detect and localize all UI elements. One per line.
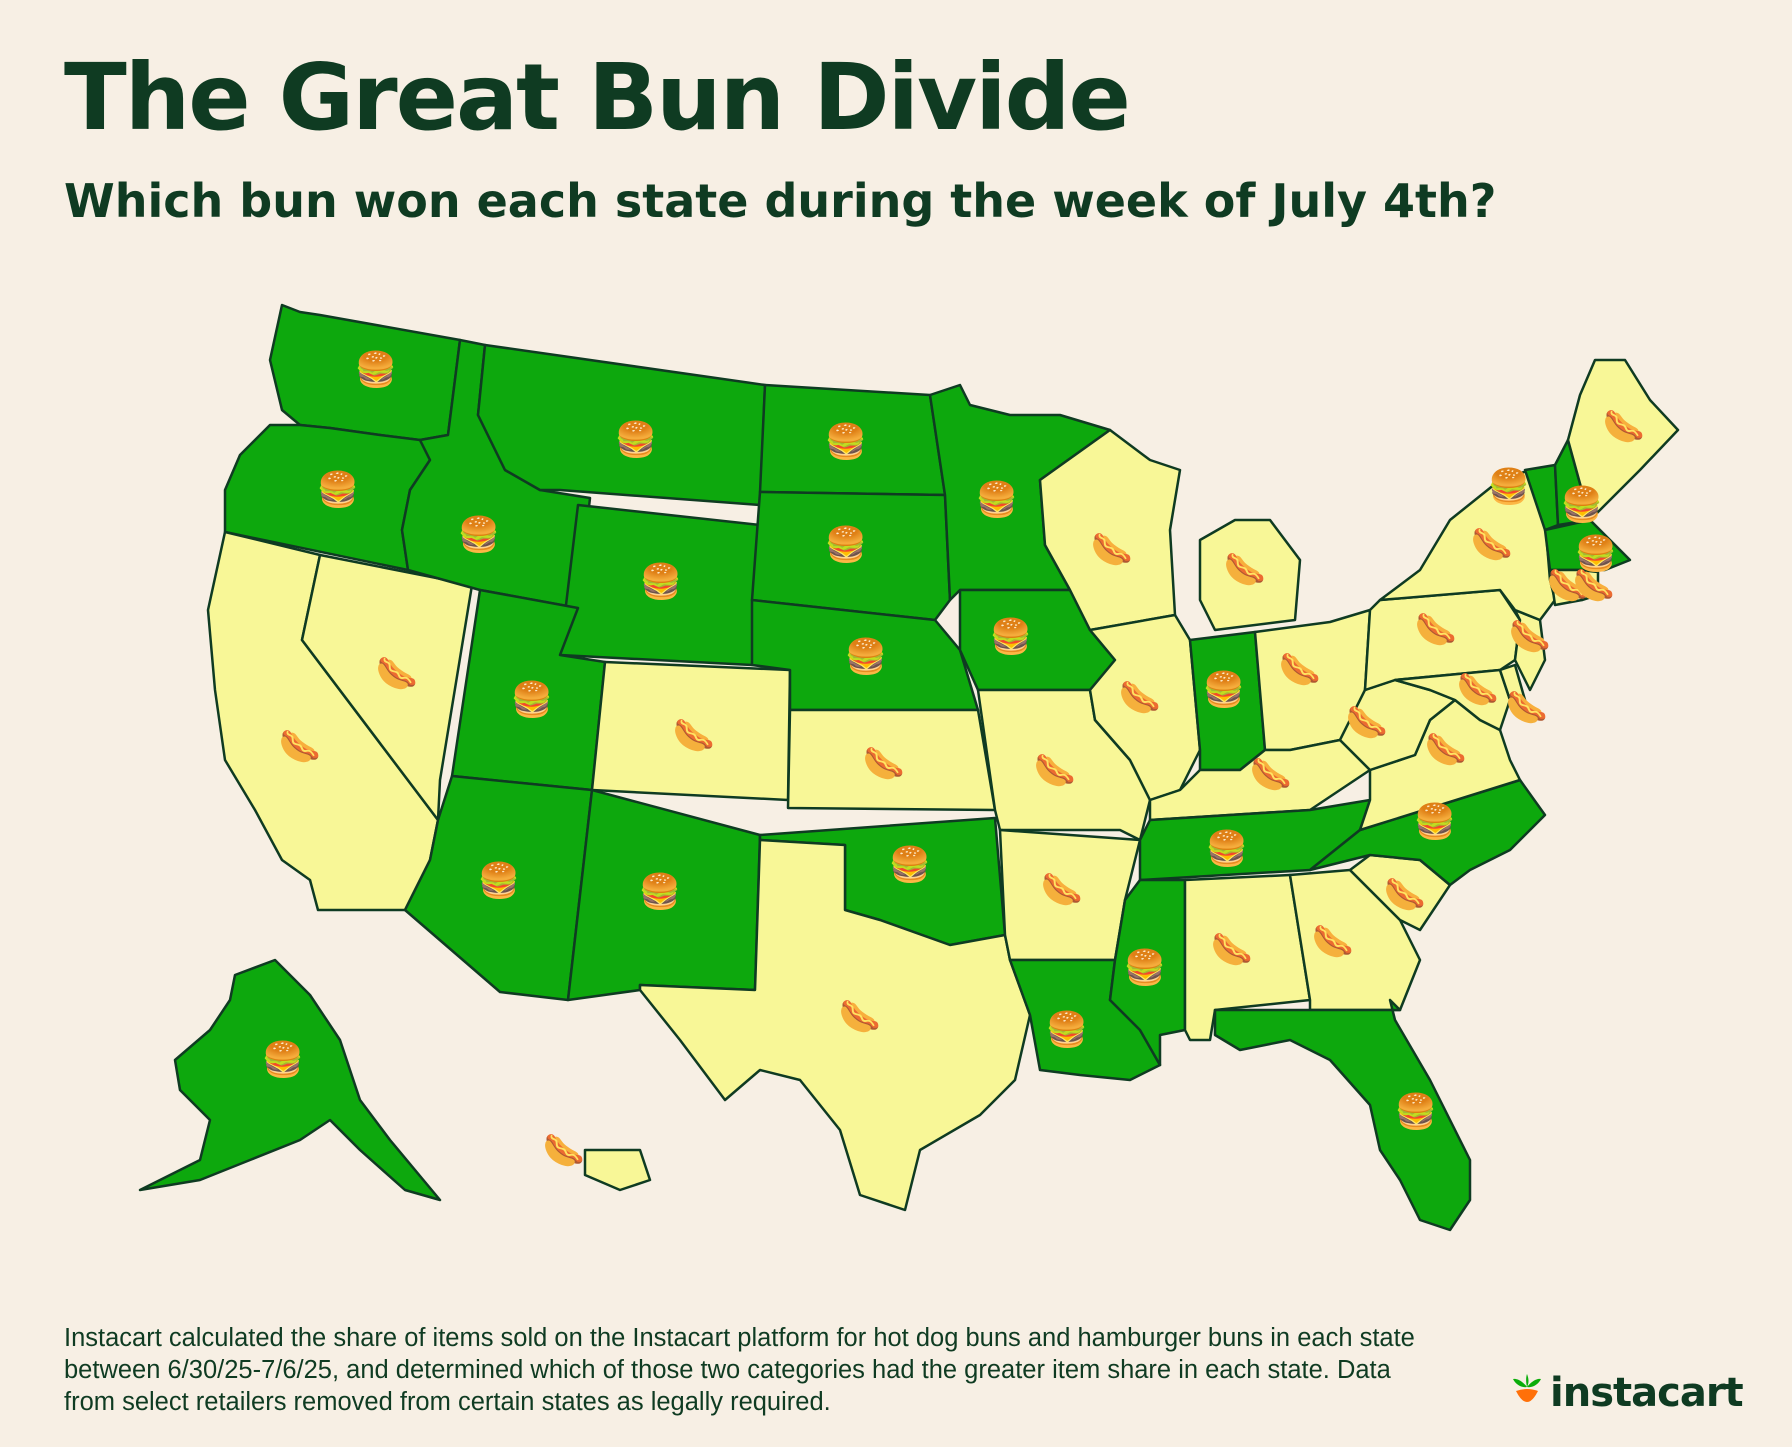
hotdog-icon: 🌭 [1224, 550, 1266, 590]
state-me[interactable] [1566, 358, 1680, 522]
state-de[interactable] [1498, 663, 1527, 702]
state-hi[interactable] [583, 1148, 652, 1192]
hotdog-icon: 🌭 [1603, 407, 1645, 447]
hamburger-icon: 🍔 [1395, 1092, 1437, 1132]
state-sd[interactable] [750, 490, 952, 622]
hotdog-icon: 🌭 [1312, 922, 1354, 962]
hotdog-icon: 🌭 [376, 654, 418, 694]
hamburger-icon: 🍔 [1203, 670, 1245, 710]
hotdog-icon: 🌭 [1041, 870, 1083, 910]
hamburger-icon: 🍔 [1206, 829, 1248, 869]
hamburger-icon: 🍔 [845, 637, 887, 677]
hotdog-icon: 🌭 [1573, 566, 1615, 606]
hamburger-icon: 🍔 [615, 420, 657, 460]
hotdog-icon: 🌭 [1279, 650, 1321, 690]
page-subtitle: Which bun won each state during the week… [64, 174, 1497, 228]
hamburger-icon: 🍔 [1414, 802, 1456, 842]
hotdog-icon: 🌭 [279, 727, 321, 767]
state-fl[interactable] [1213, 998, 1472, 1232]
hotdog-icon: 🌭 [1384, 875, 1426, 915]
brand-name: instacart [1550, 1370, 1744, 1416]
hamburger-icon: 🍔 [478, 861, 520, 901]
hamburger-icon: 🍔 [458, 515, 500, 555]
hamburger-icon: 🍔 [1488, 467, 1530, 507]
hotdog-icon: 🌭 [839, 997, 881, 1037]
hamburger-icon: 🍔 [355, 350, 397, 390]
hotdog-icon: 🌭 [1547, 566, 1589, 606]
hotdog-icon: 🌭 [1506, 688, 1548, 728]
state-ak[interactable] [138, 958, 442, 1202]
hotdog-icon: 🌭 [863, 744, 905, 784]
hotdog-icon: 🌭 [1509, 617, 1551, 657]
hamburger-icon: 🍔 [1575, 534, 1617, 574]
hotdog-icon: 🌭 [1091, 530, 1133, 570]
hamburger-icon: 🍔 [317, 470, 359, 510]
hotdog-icon: 🌭 [1034, 751, 1076, 791]
state-wi[interactable] [1038, 428, 1182, 632]
page-title: The Great Bun Divide [64, 44, 1131, 151]
hotdog-icon: 🌭 [1471, 525, 1513, 565]
hotdog-icon: 🌭 [543, 1131, 585, 1171]
hamburger-icon: 🍔 [825, 525, 867, 565]
hotdog-icon: 🌭 [673, 716, 715, 756]
hotdog-icon: 🌭 [1457, 670, 1499, 710]
hamburger-icon: 🍔 [1561, 485, 1603, 525]
hamburger-icon: 🍔 [640, 562, 682, 602]
hotdog-icon: 🌭 [1415, 610, 1457, 650]
hotdog-icon: 🌭 [1211, 930, 1253, 970]
markers-layer: 🍔🍔🍔🍔 🍔🍔🍔🍔🍔🍔🍔🍔 🍔🍔🍔🍔🍔🍔🍔🍔🍔 🍔🍔🍔🌭🌭🌭🌭🌭🌭🌭🌭🌭🌭🌭🌭🌭 🌭🌭🌭… [262, 350, 1645, 1171]
states-layer [138, 303, 1680, 1232]
hamburger-icon: 🍔 [511, 680, 553, 720]
state-ri[interactable] [1578, 568, 1600, 602]
hamburger-icon: 🍔 [639, 872, 681, 912]
hotdog-icon: 🌭 [1425, 730, 1467, 770]
hamburger-icon: 🍔 [889, 845, 931, 885]
carrot-icon [1513, 1374, 1541, 1402]
hotdog-icon: 🌭 [1119, 678, 1161, 718]
hamburger-icon: 🍔 [990, 617, 1032, 657]
hotdog-icon: 🌭 [1250, 755, 1292, 795]
hamburger-icon: 🍔 [825, 422, 867, 462]
hamburger-icon: 🍔 [1124, 948, 1166, 988]
hotdog-icon: 🌭 [1346, 703, 1388, 743]
methodology-footnote: Instacart calculated the share of items … [64, 1324, 1415, 1416]
hamburger-icon: 🍔 [976, 480, 1018, 520]
state-mi[interactable] [1198, 518, 1302, 632]
hamburger-icon: 🍔 [262, 1040, 304, 1080]
state-tx[interactable] [638, 838, 1032, 1212]
hamburger-icon: 🍔 [1046, 1010, 1088, 1050]
instacart-logo[interactable]: instacart [1510, 1370, 1744, 1416]
